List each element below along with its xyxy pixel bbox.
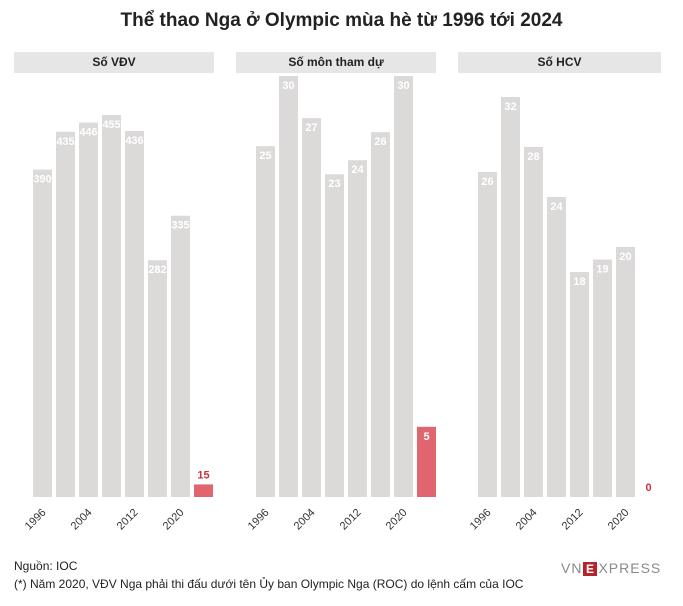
x-tick-gold-2020: 2020 (606, 507, 632, 533)
value-label-athletes-2008: 455 (102, 119, 120, 131)
bar-gold-2000 (501, 97, 520, 497)
x-tick-sports-2012: 2012 (338, 507, 364, 533)
bar-sports-1996 (256, 146, 275, 497)
x-tick-athletes-2004: 2004 (69, 507, 95, 533)
vnexpress-logo: VN E XPRESS (561, 560, 661, 576)
value-label-gold-2012: 18 (573, 276, 585, 288)
value-label-sports-2020: 30 (397, 80, 409, 92)
value-label-athletes-2000: 435 (56, 136, 74, 148)
panel-header-athletes: Số VĐV (14, 52, 214, 73)
bar-gold-2008 (547, 197, 566, 497)
x-tick-gold-2004: 2004 (514, 507, 540, 533)
logo-left: VN (561, 560, 583, 576)
value-label-athletes-2016: 282 (148, 264, 166, 276)
x-tick-gold-2012: 2012 (560, 507, 586, 533)
bar-athletes-2004 (79, 122, 98, 498)
panel-header-sports: Số môn tham dự (236, 52, 436, 73)
bar-athletes-2000 (56, 131, 75, 498)
x-tick-athletes-2020: 2020 (161, 507, 187, 533)
x-tick-sports-2004: 2004 (292, 507, 318, 533)
bar-gold-1996 (478, 172, 497, 497)
value-label-gold-2020: 20 (619, 251, 631, 263)
value-label-sports-2004: 27 (305, 122, 317, 134)
logo-right: XPRESS (598, 560, 662, 576)
value-label-gold-2024: 0 (645, 482, 651, 494)
value-label-sports-2016: 26 (374, 136, 386, 148)
value-label-gold-2000: 32 (504, 101, 516, 113)
bar-athletes-2020 (171, 215, 190, 497)
x-tick-sports-1996: 1996 (246, 507, 272, 533)
logo-e: E (583, 562, 598, 576)
value-label-gold-2016: 19 (596, 264, 608, 276)
x-tick-athletes-1996: 1996 (23, 507, 49, 533)
value-label-gold-1996: 26 (481, 176, 493, 188)
bar-athletes-2016 (148, 260, 167, 497)
value-label-athletes-2004: 446 (79, 127, 97, 139)
bar-sports-2024 (417, 426, 436, 497)
x-tick-sports-2020: 2020 (384, 507, 410, 533)
bar-sports-2004 (302, 118, 321, 497)
bar-athletes-2008 (102, 115, 121, 497)
bar-sports-2008 (325, 174, 344, 497)
bar-athletes-2024 (194, 484, 213, 497)
value-label-gold-2004: 28 (527, 151, 539, 163)
bar-athletes-2012 (125, 130, 144, 497)
x-tick-athletes-2012: 2012 (115, 507, 141, 533)
value-label-athletes-2024: 15 (197, 469, 209, 481)
notes: Nguồn: IOC (*) Năm 2020, VĐV Nga phải th… (14, 557, 523, 593)
bar-sports-2000 (279, 76, 298, 497)
x-tick-gold-1996: 1996 (468, 507, 494, 533)
value-label-sports-1996: 25 (259, 150, 271, 162)
value-label-sports-2012: 24 (351, 164, 364, 176)
bar-gold-2020 (616, 247, 635, 497)
bar-sports-2020 (394, 76, 413, 497)
value-label-athletes-2020: 335 (171, 220, 189, 232)
value-label-gold-2008: 24 (550, 201, 563, 213)
value-label-sports-2024: 5 (423, 431, 429, 443)
source-note: Nguồn: IOC (14, 559, 78, 573)
bar-sports-2016 (371, 132, 390, 497)
value-label-athletes-1996: 390 (33, 174, 51, 186)
footnote: (*) Năm 2020, VĐV Nga phải thi đấu dưới … (14, 577, 524, 591)
chart-title: Thể thao Nga ở Olympic mùa hè từ 1996 tớ… (120, 10, 563, 31)
bar-gold-2012 (570, 272, 589, 497)
bar-gold-2004 (524, 147, 543, 497)
bar-sports-2012 (348, 160, 367, 497)
bar-athletes-1996 (33, 169, 52, 498)
bar-gold-2016 (593, 259, 612, 497)
value-label-sports-2000: 30 (282, 80, 294, 92)
panel-header-gold: Số HCV (458, 52, 661, 73)
value-label-sports-2008: 23 (328, 178, 340, 190)
value-label-athletes-2012: 436 (125, 135, 143, 147)
